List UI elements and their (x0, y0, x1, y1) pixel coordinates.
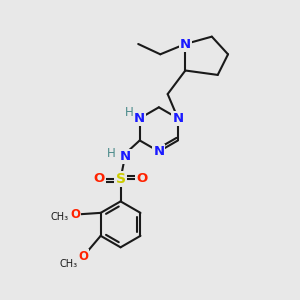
Text: O: O (94, 172, 105, 185)
Text: O: O (136, 172, 147, 185)
Text: H: H (107, 147, 116, 160)
Text: N: N (153, 145, 164, 158)
Text: N: N (180, 38, 191, 50)
Text: N: N (119, 150, 130, 163)
Text: CH₃: CH₃ (59, 259, 77, 269)
Text: H: H (125, 106, 134, 119)
Text: O: O (78, 250, 88, 263)
Text: CH₃: CH₃ (50, 212, 68, 222)
Text: S: S (116, 172, 126, 186)
Text: N: N (172, 112, 184, 125)
Text: O: O (70, 208, 80, 221)
Text: N: N (134, 112, 145, 125)
